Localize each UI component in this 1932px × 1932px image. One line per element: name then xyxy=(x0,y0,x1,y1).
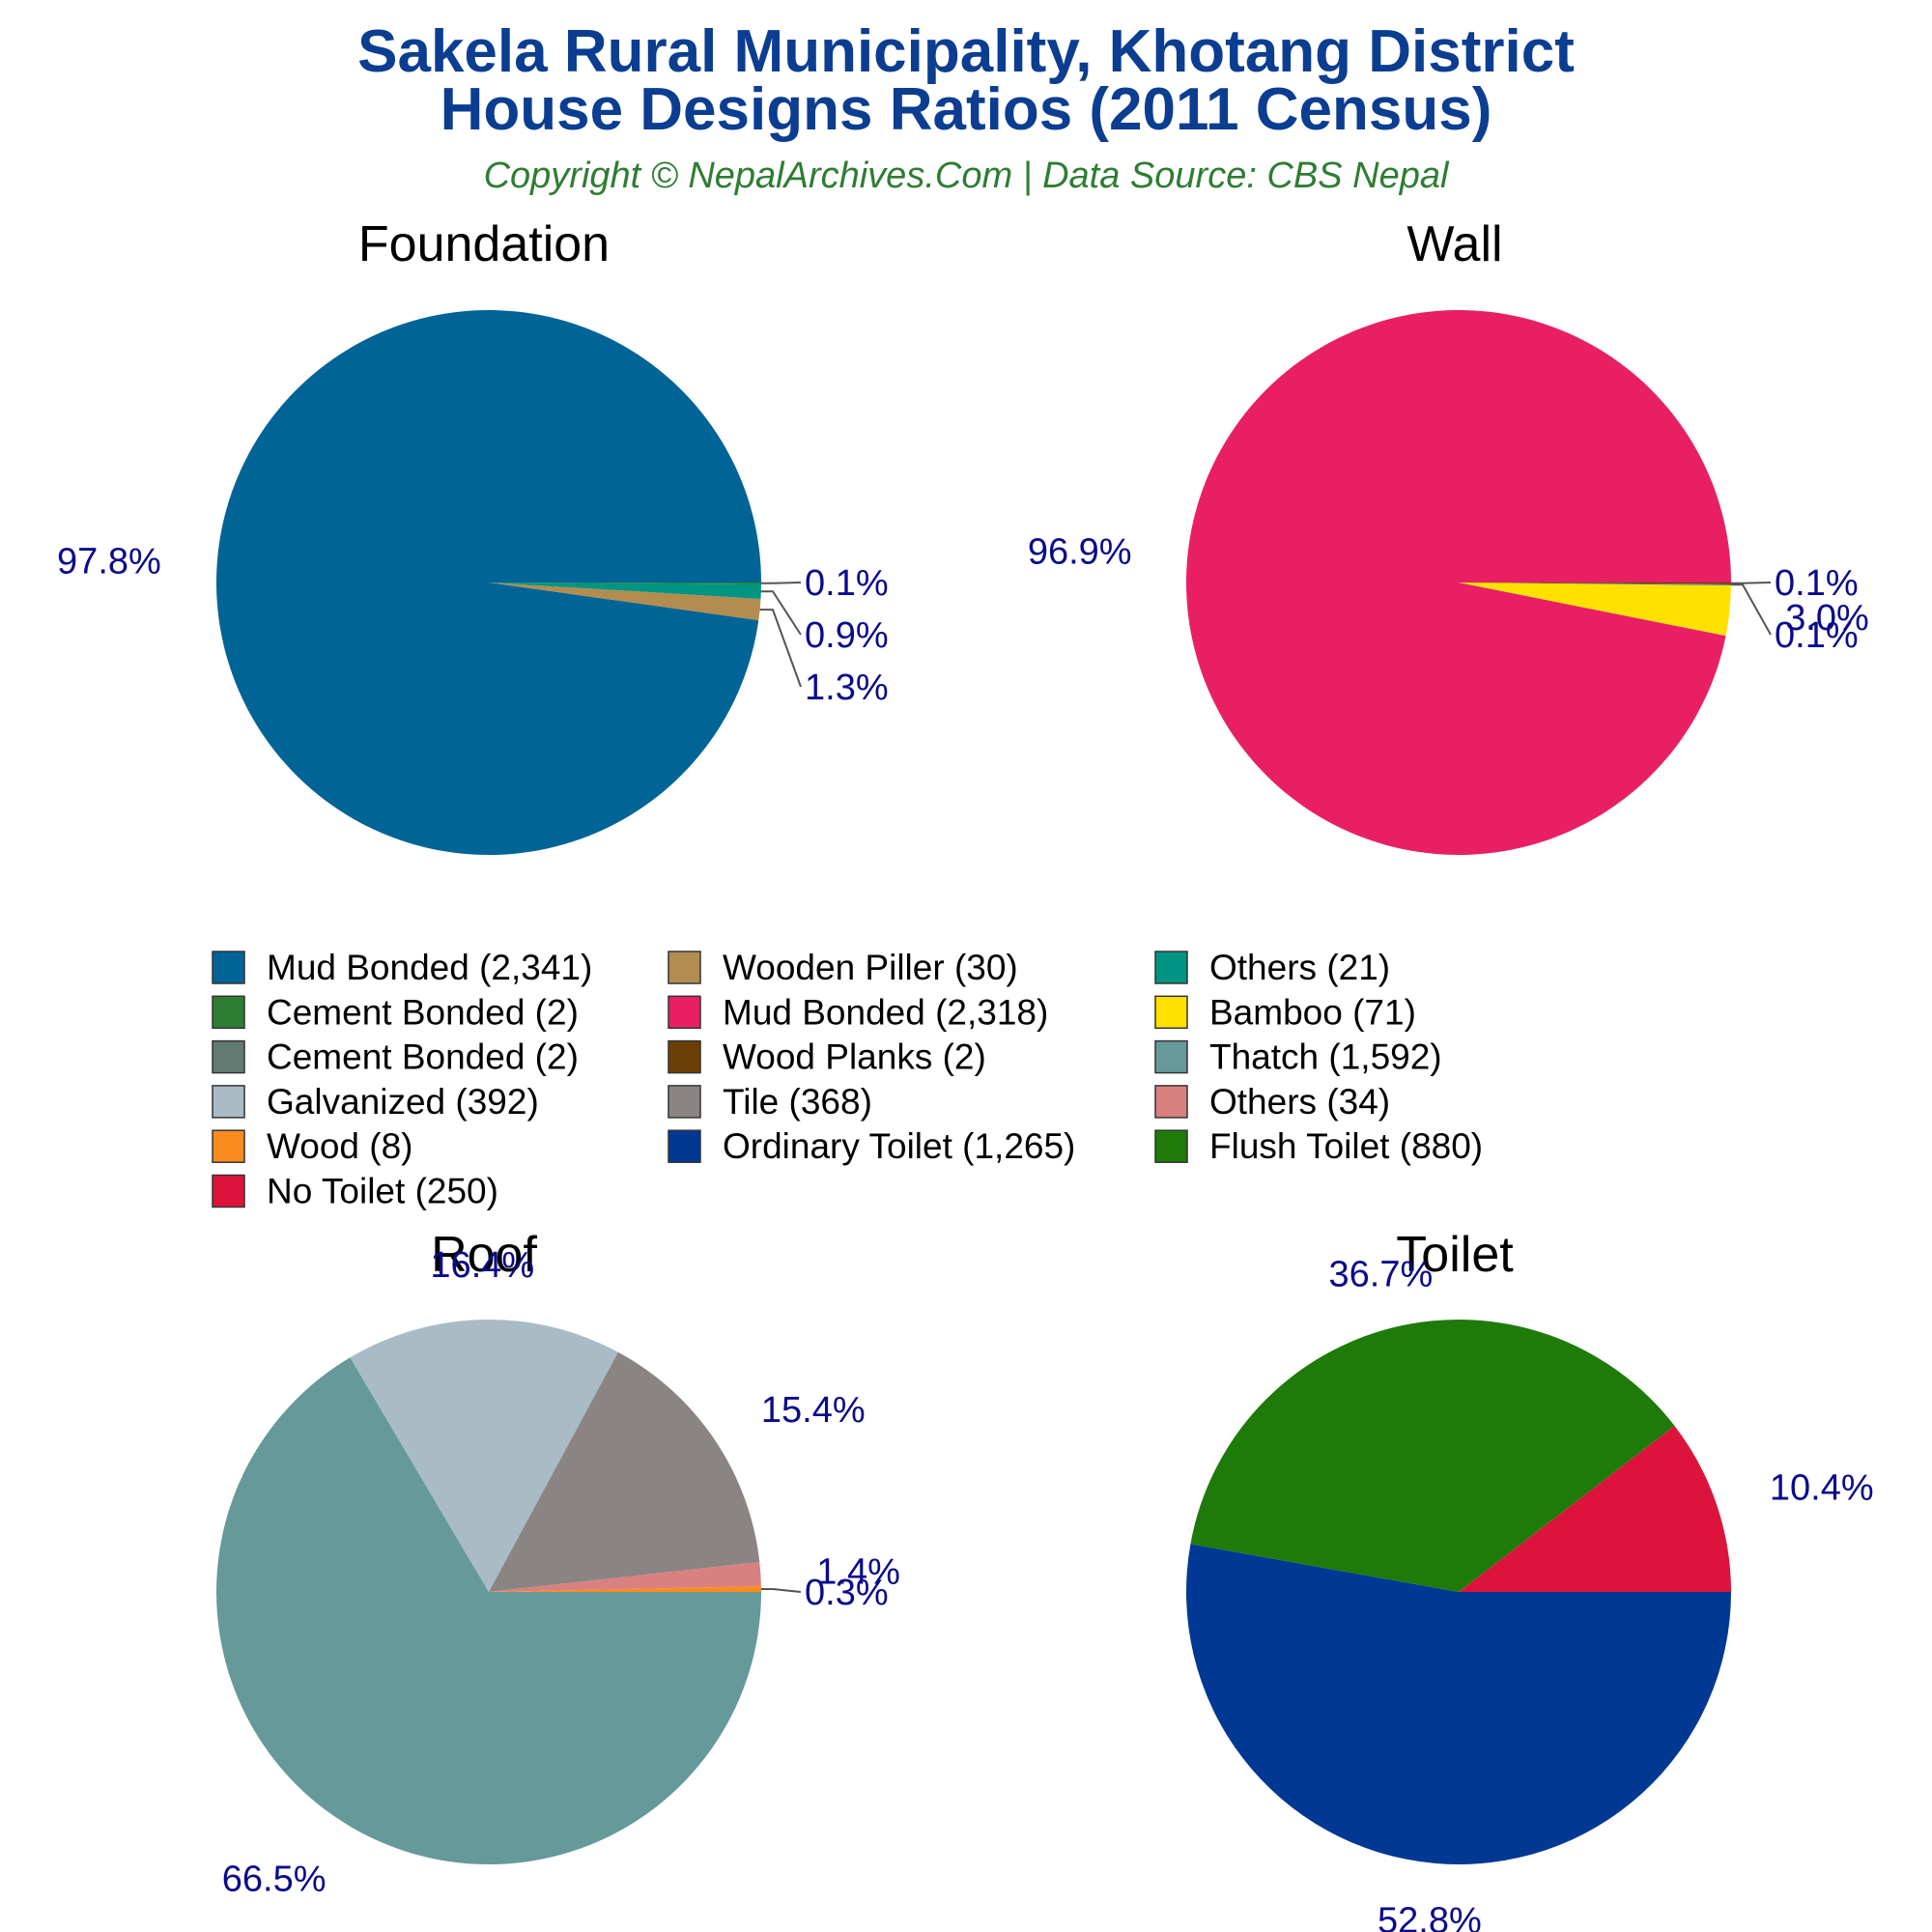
pct-label-foundation-wooden-piller: 1.3% xyxy=(805,668,889,708)
pct-label-wall-wood-planks: 0.1% xyxy=(1775,563,1859,604)
pie-slices-roof xyxy=(215,1319,762,1864)
pie-slice-foundation-wooden-piller xyxy=(489,582,761,621)
pct-label-roof-others: 1.4% xyxy=(816,1552,900,1593)
pie-slice-toilet-ordinary-toilet xyxy=(1185,1544,1731,1864)
legend-label-thatch-1-592: Thatch (1,592) xyxy=(1209,1037,1442,1077)
legend-label-bamboo-71: Bamboo (71) xyxy=(1209,992,1416,1032)
pct-label-wall-bamboo: 3.0% xyxy=(1785,598,1869,639)
legend-label-mud-bonded-2-318: Mud Bonded (2,318) xyxy=(723,992,1048,1032)
pie-toilet: Toilet 52.8% 36.7% 10.4% xyxy=(1185,1227,1874,1932)
pie-slice-wall-wood-planks xyxy=(1459,582,1732,584)
legend-swatch-others-21 xyxy=(1154,951,1188,984)
legend-swatch-ordinary-toilet-1-265 xyxy=(668,1129,701,1163)
pct-label-wall-mud-bonded: 96.9% xyxy=(1028,532,1132,573)
pie-title-wall: Wall xyxy=(1406,216,1502,272)
legend-label-wood-8: Wood (8) xyxy=(267,1126,413,1166)
pie-labels-roof: 66.5% 16.4% 15.4% 1.4%0.3% xyxy=(222,1245,900,1899)
pie-slice-foundation-mud-bonded xyxy=(215,310,761,856)
pie-labels-foundation: 97.8% 0.1% 0.9% 1.3% xyxy=(57,541,889,708)
legend-label-mud-bonded-2-341: Mud Bonded (2,341) xyxy=(267,948,592,987)
pct-label-roof-thatch: 66.5% xyxy=(222,1859,327,1899)
legend-label-wooden-piller-30: Wooden Piller (30) xyxy=(723,948,1018,987)
pie-slice-toilet-no-toilet xyxy=(1459,1426,1731,1592)
leader-line-foundation-others xyxy=(760,590,802,636)
pie-slice-roof-wood xyxy=(489,1586,761,1592)
legend-swatch-thatch-1-592 xyxy=(1154,1039,1188,1074)
legend-swatch-bamboo-71 xyxy=(1154,995,1188,1030)
legend-label-cement-bonded-2: Cement Bonded (2) xyxy=(267,992,579,1032)
leader-line-wall-wood-planks xyxy=(1731,582,1772,584)
pct-label-roof-tile: 15.4% xyxy=(761,1390,866,1431)
legend-swatch-cement-bonded-2 xyxy=(212,995,245,1030)
chart-title-line1: Sakela Rural Municipality, Khotang Distr… xyxy=(357,18,1575,85)
pct-label-foundation-mud-bonded: 97.8% xyxy=(57,541,161,582)
pct-label-foundation-cement-bonded: 0.1% xyxy=(805,563,889,604)
pct-label-toilet-flush-toilet: 36.7% xyxy=(1329,1255,1434,1295)
legend-swatch-wood-8 xyxy=(212,1129,245,1163)
legend-swatch-others-34 xyxy=(1154,1085,1188,1119)
legend-swatch-mud-bonded-2-341 xyxy=(212,951,245,984)
pct-label-wall-cement-bonded: 0.1% xyxy=(1775,615,1859,656)
legend-label-flush-toilet-880: Flush Toilet (880) xyxy=(1209,1126,1483,1166)
legend-swatch-tile-368 xyxy=(668,1085,701,1119)
pct-label-roof-wood: 0.3% xyxy=(805,1573,889,1613)
pct-label-roof-galvanized: 16.4% xyxy=(430,1245,534,1286)
pie-labels-toilet: 52.8% 36.7% 10.4% xyxy=(1329,1255,1874,1932)
pie-slices-wall xyxy=(1185,309,1732,855)
pie-foundation: Foundation 97.8% 0.1% 0.9% 1.3% xyxy=(57,216,889,856)
pie-slice-roof-galvanized xyxy=(350,1319,618,1592)
leader-line-foundation-wooden-piller xyxy=(759,609,802,688)
legend-swatch-cement-bonded-2 xyxy=(212,1039,245,1074)
legend-label-cement-bonded-2: Cement Bonded (2) xyxy=(267,1037,579,1077)
legend-swatch-mud-bonded-2-318 xyxy=(668,995,701,1030)
legend-swatch-galvanized-392 xyxy=(212,1085,245,1119)
legend-label-others-21: Others (21) xyxy=(1209,948,1390,987)
pie-slice-wall-mud-bonded xyxy=(1185,309,1732,855)
legend-swatch-wooden-piller-30 xyxy=(668,951,701,984)
pie-slice-toilet-flush-toilet xyxy=(1190,1319,1675,1592)
pct-label-toilet-ordinary-toilet: 52.8% xyxy=(1378,1901,1482,1932)
pie-slice-roof-others xyxy=(489,1561,761,1592)
pie-roof: Roof 66.5% 16.4% 15.4% 1.4%0.3% xyxy=(215,1227,900,1899)
pie-slice-wall-cement-bonded xyxy=(1459,582,1731,585)
pie-slice-roof-tile xyxy=(489,1351,760,1592)
legend-label-others-34: Others (34) xyxy=(1209,1082,1390,1122)
chart-subtitle: Copyright © NepalArchives.Com | Data Sou… xyxy=(484,156,1450,196)
legend: Mud Bonded (2,341) Wooden Piller (30) Othe… xyxy=(212,948,1483,1211)
legend-swatch-wood-planks-2 xyxy=(668,1039,701,1074)
pie-slice-roof-thatch xyxy=(215,1357,762,1864)
leader-line-foundation-cement-bonded xyxy=(761,582,802,584)
pie-title-toilet: Toilet xyxy=(1396,1227,1514,1283)
pie-wall: Wall 96.9% 3.0%0.1% 0.1% xyxy=(1028,216,1869,855)
leader-line-roof-wood xyxy=(761,1588,802,1593)
chart-title-line2: House Designs Ratios (2011 Census) xyxy=(440,76,1492,143)
legend-label-tile-368: Tile (368) xyxy=(723,1082,872,1122)
legend-label-wood-planks-2: Wood Planks (2) xyxy=(723,1037,986,1077)
legend-swatch-flush-toilet-880 xyxy=(1154,1129,1188,1163)
legend-label-galvanized-392: Galvanized (392) xyxy=(267,1082,539,1122)
legend-label-ordinary-toilet-1-265: Ordinary Toilet (1,265) xyxy=(723,1126,1075,1166)
legend-label-no-toilet-250: No Toilet (250) xyxy=(267,1172,498,1211)
pie-slices-toilet xyxy=(1185,1319,1731,1864)
pie-slices-foundation xyxy=(215,310,762,856)
pie-slice-wall-bamboo xyxy=(1459,582,1731,637)
pie-labels-wall: 96.9% 3.0%0.1% 0.1% xyxy=(1028,532,1869,656)
leader-line-wall-cement-bonded xyxy=(1731,583,1772,636)
pct-label-toilet-no-toilet: 10.4% xyxy=(1770,1468,1874,1509)
pie-title-foundation: Foundation xyxy=(358,216,610,272)
legend-swatch-no-toilet-250 xyxy=(212,1174,245,1208)
pie-title-roof: Roof xyxy=(431,1227,537,1283)
pie-slice-foundation-others xyxy=(489,582,761,600)
pct-label-foundation-others: 0.9% xyxy=(805,615,889,656)
pie-slice-foundation-cement-bonded xyxy=(489,582,762,584)
